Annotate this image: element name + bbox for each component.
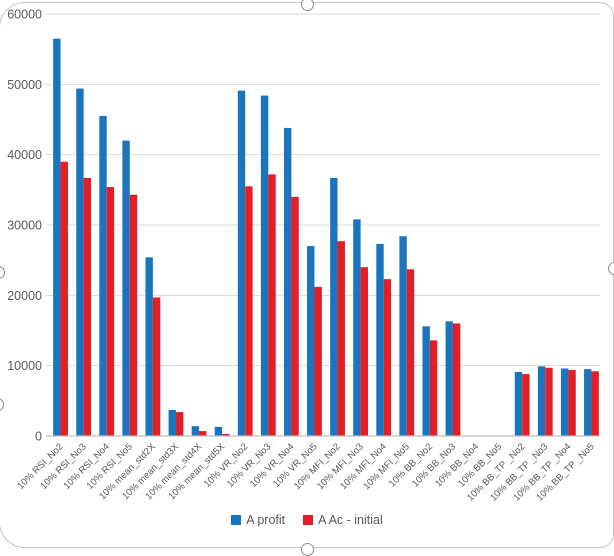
bar-profit[interactable]: [237, 90, 246, 436]
legend-label-a-ac-initial: A Ac - initial: [318, 513, 383, 527]
bar-profit[interactable]: [307, 246, 315, 436]
y-axis-tick-label[interactable]: 20000: [7, 289, 42, 303]
legend-swatch-red-icon: [303, 515, 314, 525]
bar-profit[interactable]: [145, 257, 153, 436]
resize-handle-top-center[interactable]: [301, 0, 314, 11]
legend-item-a-ac-initial[interactable]: A Ac - initial: [303, 513, 383, 527]
bar-ac-initial[interactable]: [522, 374, 530, 436]
chart-legend: A profit A Ac - initial: [0, 513, 614, 527]
bar-ac-initial[interactable]: [291, 196, 299, 436]
bar-profit[interactable]: [168, 409, 176, 436]
bar-ac-initial[interactable]: [83, 177, 92, 437]
bar-profit[interactable]: [537, 366, 546, 436]
bar-ac-initial[interactable]: [129, 194, 138, 436]
bar-profit[interactable]: [53, 38, 61, 436]
bar-profit[interactable]: [214, 426, 223, 436]
resize-handle-bottom-center[interactable]: [301, 543, 314, 556]
bar-ac-initial[interactable]: [406, 269, 415, 436]
legend-swatch-blue-icon: [231, 515, 242, 525]
bar-ac-initial[interactable]: [545, 367, 553, 436]
bar-ac-initial[interactable]: [568, 369, 576, 436]
bar-profit[interactable]: [99, 115, 107, 436]
legend-label-a-profit: A profit: [246, 513, 286, 527]
bar-ac-initial[interactable]: [60, 161, 68, 436]
bar-profit[interactable]: [584, 369, 592, 436]
bar-ac-initial[interactable]: [314, 286, 322, 436]
bar-profit[interactable]: [560, 368, 569, 436]
bar-profit[interactable]: [353, 219, 361, 436]
y-axis-tick-label[interactable]: 30000: [7, 219, 42, 233]
bar-profit[interactable]: [76, 88, 84, 436]
bar-ac-initial[interactable]: [360, 267, 369, 436]
bar-ac-initial[interactable]: [175, 412, 184, 436]
legend-item-a-profit[interactable]: A profit: [231, 513, 285, 527]
bar-ac-initial[interactable]: [199, 431, 207, 436]
bar-profit[interactable]: [122, 140, 130, 436]
bar-profit[interactable]: [422, 326, 430, 436]
bar-ac-initial[interactable]: [152, 297, 161, 436]
bar-ac-initial[interactable]: [106, 187, 115, 436]
bar-profit[interactable]: [260, 95, 269, 436]
bar-ac-initial[interactable]: [268, 174, 276, 437]
bar-ac-initial[interactable]: [591, 371, 599, 436]
bar-profit[interactable]: [376, 243, 384, 436]
resize-handle-right-middle[interactable]: [608, 262, 614, 275]
bar-profit[interactable]: [399, 236, 407, 436]
y-axis-tick-label[interactable]: 0: [35, 430, 42, 444]
bar-profit[interactable]: [191, 426, 200, 436]
bar-ac-initial[interactable]: [452, 323, 461, 436]
y-axis-tick-label[interactable]: 10000: [7, 359, 42, 373]
bar-ac-initial[interactable]: [337, 241, 345, 436]
y-axis-tick-label[interactable]: 50000: [7, 78, 42, 92]
bar-profit[interactable]: [283, 127, 292, 436]
bar-ac-initial[interactable]: [429, 340, 438, 436]
y-axis-tick-label[interactable]: 40000: [7, 148, 42, 162]
bar-profit[interactable]: [445, 321, 453, 436]
bar-profit[interactable]: [514, 371, 523, 436]
bar-ac-initial[interactable]: [245, 186, 253, 436]
y-axis-tick-label[interactable]: 60000: [7, 8, 42, 22]
bar-ac-initial[interactable]: [222, 433, 230, 436]
bar-profit[interactable]: [330, 177, 338, 437]
bar-ac-initial[interactable]: [383, 279, 392, 436]
